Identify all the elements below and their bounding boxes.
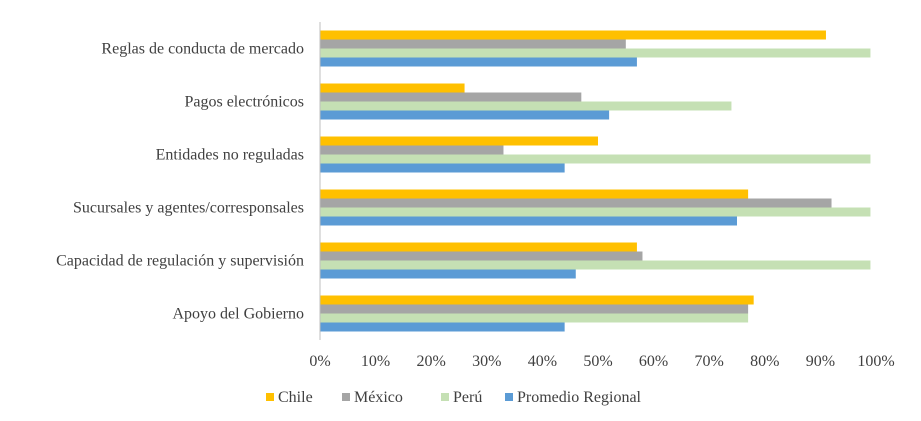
legend-swatch-m-xico: [342, 393, 350, 401]
bar-chile-0: [320, 30, 826, 40]
legend-label: Chile: [278, 389, 313, 406]
x-tick-label: 30%: [472, 353, 501, 370]
bar-per--3: [320, 207, 871, 217]
bar-m-xico-2: [320, 145, 504, 155]
bar-chile-3: [320, 189, 749, 199]
bar-chile-2: [320, 136, 598, 146]
category-label: Sucursales y agentes/corresponsales: [73, 200, 304, 217]
bar-per--4: [320, 260, 871, 270]
legend-swatch-promedio-regional: [505, 393, 513, 401]
x-tick-label: 50%: [583, 353, 612, 370]
legend-label: México: [354, 389, 403, 406]
x-tick-label: 100%: [857, 353, 894, 370]
bar-chile-4: [320, 242, 637, 252]
x-tick-labels: 0% 10% 20% 30% 40% 50% 60% 70% 80% 90% 100%: [309, 353, 894, 370]
x-tick-label: 10%: [361, 353, 390, 370]
bar-promedio-regional-2: [320, 163, 565, 173]
legend-swatch-per-: [441, 393, 449, 401]
legend-swatch-chile: [266, 393, 274, 401]
x-tick-label: 70%: [695, 353, 724, 370]
bar-promedio-regional-1: [320, 110, 610, 120]
x-tick-label: 40%: [528, 353, 557, 370]
category-label: Pagos electrónicos: [184, 94, 304, 111]
bars-group: [320, 30, 871, 332]
category-label: Entidades no reguladas: [156, 147, 304, 164]
x-tick-label: 60%: [639, 353, 668, 370]
bar-per--1: [320, 101, 732, 111]
bar-m-xico-1: [320, 92, 582, 102]
bar-promedio-regional-4: [320, 269, 576, 279]
bar-per--5: [320, 313, 749, 323]
bar-m-xico-0: [320, 39, 626, 49]
bar-m-xico-3: [320, 198, 832, 208]
bar-m-xico-4: [320, 251, 643, 261]
x-tick-label: 0%: [309, 353, 330, 370]
category-label: Apoyo del Gobierno: [172, 306, 304, 323]
category-label: Capacidad de regulación y supervisión: [56, 253, 304, 270]
bar-promedio-regional-5: [320, 322, 565, 332]
bar-per--2: [320, 154, 871, 164]
bar-chile-5: [320, 295, 754, 305]
category-label: Reglas de conducta de mercado: [101, 41, 304, 58]
category-labels: Reglas de conducta de mercado Pagos elect…: [56, 41, 304, 323]
bar-chile-1: [320, 83, 465, 93]
x-tick-label: 20%: [417, 353, 446, 370]
bar-promedio-regional-0: [320, 57, 637, 67]
x-tick-label: 90%: [806, 353, 835, 370]
bar-promedio-regional-3: [320, 216, 737, 226]
legend-label: Promedio Regional: [517, 389, 642, 406]
bar-m-xico-5: [320, 304, 749, 314]
legend-label: Perú: [453, 389, 482, 406]
bar-per--0: [320, 48, 871, 58]
x-tick-label: 80%: [750, 353, 779, 370]
legend: Chile México Perú Promedio Regional: [266, 389, 642, 406]
